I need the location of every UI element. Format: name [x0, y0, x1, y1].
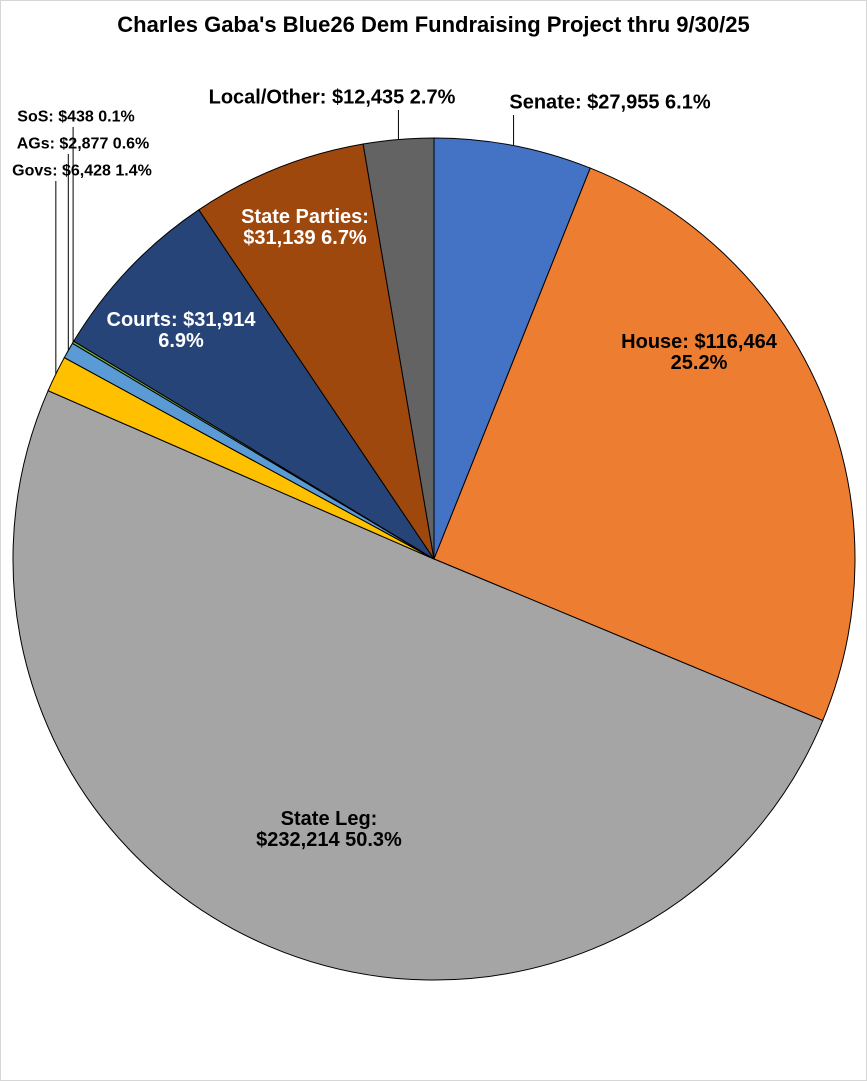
pie-slice-local-other [362, 137, 435, 560]
pie-slice-state-leg [12, 390, 824, 981]
pie-slice-state-parties [198, 143, 435, 560]
pie-slice-courts [73, 209, 435, 560]
chart-title: Charles Gaba's Blue26 Dem Fundraising Pr… [117, 12, 750, 37]
pie-slice-house [433, 167, 856, 722]
